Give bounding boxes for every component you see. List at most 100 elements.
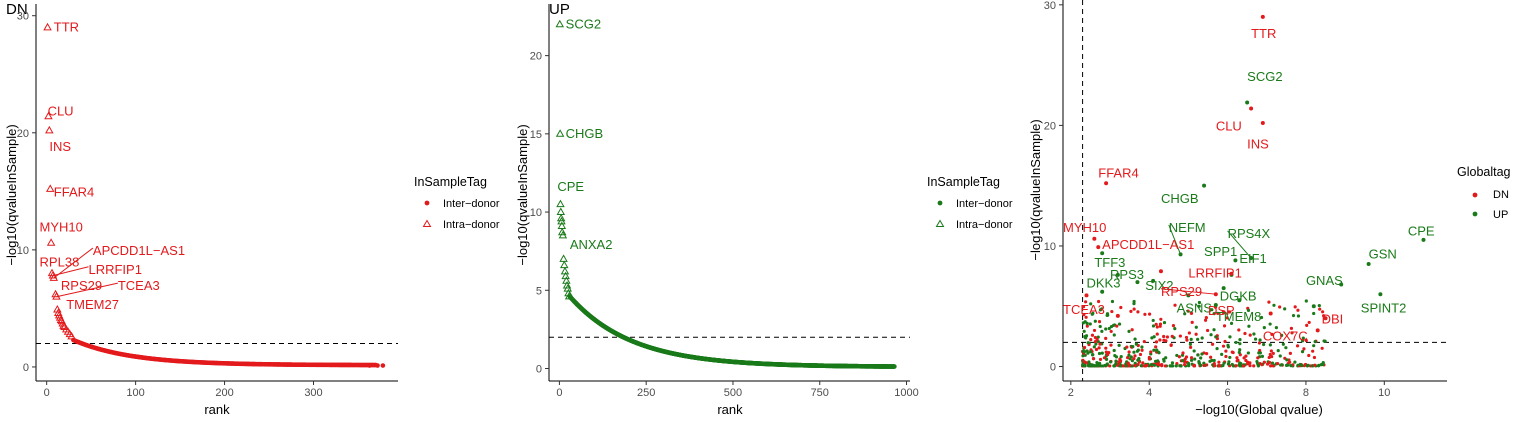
data-point-background — [1098, 324, 1102, 329]
gene-label: TCEA3 — [1063, 302, 1105, 317]
data-point-background — [1271, 351, 1275, 356]
gene-label: CPE — [557, 179, 584, 194]
data-point-background — [1190, 320, 1194, 324]
data-point-background — [1194, 332, 1198, 336]
x-tick-label: 0 — [44, 387, 50, 399]
data-point-background — [1117, 322, 1122, 326]
data-point-background — [1132, 357, 1136, 361]
gene-label: CLU — [1216, 119, 1242, 134]
data-point-background — [1283, 307, 1287, 311]
data-point-background — [1114, 355, 1119, 359]
data-point-background — [1212, 312, 1216, 316]
data-point-dn — [1084, 293, 1089, 298]
data-point-dn — [1096, 245, 1101, 250]
data-point-background — [1106, 313, 1110, 317]
data-point-background — [1238, 348, 1242, 352]
data-point-background — [1132, 302, 1136, 306]
data-point-intra-donor — [562, 280, 572, 289]
data-point-background — [1258, 348, 1262, 353]
gene-label: TMEM8 — [1216, 309, 1262, 324]
data-point-background — [1276, 349, 1280, 353]
x-tick-label: 10 — [1378, 387, 1390, 399]
data-point-background — [1124, 364, 1128, 368]
data-point-background — [1296, 314, 1301, 318]
x-tick-label: 8 — [1303, 387, 1309, 399]
x-axis-title-dn: rank — [204, 402, 230, 417]
data-point-background — [1321, 310, 1325, 314]
data-point-dn — [1260, 14, 1265, 19]
data-point-background — [1094, 364, 1098, 368]
plot-area-global: 2 4 6 8 10 0 10 20 30 TTR SCG2 CLU INS FFAR4 CHGB MYH10… — [1044, 0, 1447, 399]
gene-label: DKK3 — [1087, 275, 1121, 290]
data-point-dn — [1158, 269, 1163, 274]
gene-label: ANXA2 — [570, 237, 613, 252]
x-tick-label: 200 — [215, 387, 233, 399]
data-point-background — [1196, 337, 1200, 341]
data-point-background — [1090, 353, 1095, 357]
data-point-background — [1210, 342, 1215, 346]
y-tick-label: 15 — [530, 129, 542, 141]
data-point-background — [1189, 345, 1193, 350]
data-point-background — [1170, 334, 1174, 338]
data-point-background — [1082, 329, 1086, 333]
gene-label: CLU — [48, 104, 74, 119]
data-point-background — [1089, 302, 1093, 306]
data-point-background — [1244, 354, 1248, 358]
data-point-background — [1098, 308, 1103, 312]
data-point-background — [1082, 313, 1086, 317]
data-point-background — [1271, 364, 1275, 368]
data-point-background — [1238, 361, 1242, 365]
data-point-background — [1257, 351, 1261, 355]
label-leader — [52, 266, 89, 277]
data-point-background — [1279, 363, 1283, 367]
data-point-background — [1097, 320, 1102, 324]
data-point-background — [1149, 350, 1153, 354]
x-tick-label: 750 — [811, 387, 829, 399]
gene-label: GNAS — [1306, 273, 1343, 288]
data-point-intra-donor — [49, 273, 59, 281]
data-point-background — [1281, 342, 1285, 346]
data-point-up — [1378, 292, 1383, 297]
label-leader — [1168, 224, 1182, 255]
y-tick-label: 0 — [23, 362, 29, 374]
gene-label: RPL38 — [40, 255, 80, 270]
data-point-background — [1304, 338, 1308, 343]
data-point-background — [1116, 362, 1120, 366]
data-point-background — [1202, 363, 1206, 368]
data-point-background — [1151, 318, 1155, 323]
data-point-background — [1143, 364, 1147, 368]
data-point-background — [1289, 326, 1294, 330]
data-point-background — [1197, 304, 1201, 308]
data-point-background — [1304, 299, 1308, 303]
data-point-background — [1223, 339, 1227, 344]
data-point-intra-donor — [557, 227, 567, 236]
data-point-background — [1237, 328, 1241, 332]
data-point-background — [1104, 350, 1108, 354]
data-point-background — [1291, 313, 1296, 318]
legend-up: InSampleTag Inter−donor Intra−donor — [927, 175, 1013, 231]
data-point-up — [1421, 237, 1426, 242]
legend-key-intra-donor-up — [935, 219, 945, 227]
data-point-background — [1235, 359, 1239, 363]
data-point-background — [1140, 348, 1144, 352]
data-point-background — [1322, 339, 1326, 343]
data-point-background — [1170, 361, 1175, 365]
data-point-background — [1121, 364, 1125, 368]
data-point-intra-donor — [43, 22, 52, 31]
data-point-background — [1230, 350, 1234, 354]
data-point-background — [1142, 339, 1146, 344]
data-point-dn — [1092, 236, 1097, 241]
label-leader — [1227, 230, 1252, 259]
data-point-background — [1252, 364, 1256, 368]
gene-label: TMEM27 — [66, 297, 119, 312]
data-point-background — [1237, 350, 1241, 355]
data-point-dn — [1229, 271, 1234, 276]
data-point-inter-donor — [367, 363, 372, 368]
data-point-background — [1159, 317, 1163, 321]
legend-key-intra-donor — [422, 219, 432, 227]
gene-label: MYH10 — [40, 220, 83, 235]
plot-area-up: 0 250 500 750 1000 0 5 10 15 20 SCG2 CHGB CPE ANXA2 — [530, 4, 919, 399]
data-point-background — [1260, 354, 1265, 358]
data-point-up — [1245, 100, 1250, 105]
data-point-background — [1224, 349, 1228, 353]
